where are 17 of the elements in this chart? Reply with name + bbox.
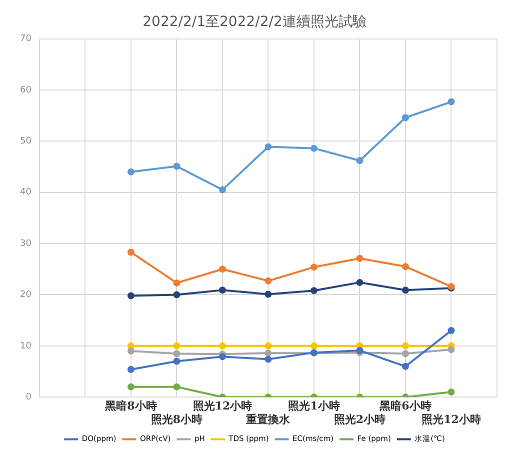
x-tick-label: 黑暗6小時 [378,400,432,413]
x-tick-label: 照光8小時 [150,412,203,426]
x-tick-label: 重置換水 [245,412,292,426]
y-tick-label: 30 [20,238,32,249]
y-tick-label: 10 [20,341,32,352]
x-tick-label: 黑暗8小時 [104,400,157,413]
y-tick-label: 50 [20,136,32,147]
x-tick-label: 照光1小時 [288,400,340,413]
x-tick-label: 照光2小時 [334,412,386,426]
y-tick-label: 70 [20,34,32,44]
y-tick-label: 60 [20,85,32,96]
y-tick-label: 20 [20,290,32,300]
x-tick-label: 照光12小時 [192,400,252,413]
chart-title: 2022/2/1至2022/2/2連續照光試驗 [142,14,366,30]
x-tick-label: 照光12小時 [422,412,481,426]
y-tick-label: 40 [20,188,32,198]
y-tick-label: 0 [26,392,32,402]
